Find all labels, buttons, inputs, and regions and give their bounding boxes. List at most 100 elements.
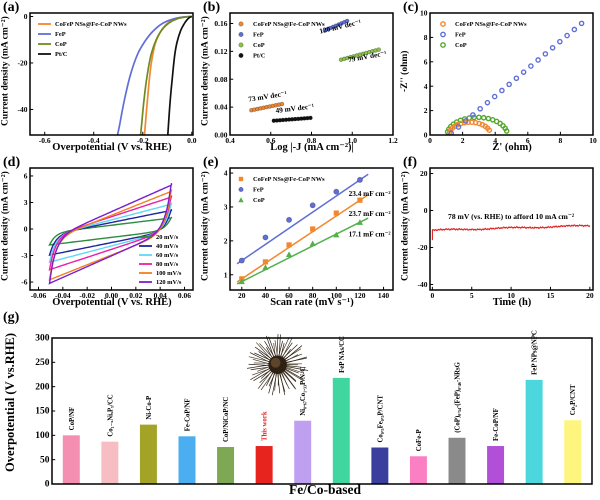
- tick-label: 0: [430, 291, 434, 300]
- bar-7: [294, 420, 312, 484]
- cv-loop-120-mV/s: [48, 182, 173, 285]
- bar-label: Ni-Co-P: [146, 396, 153, 420]
- legend-item-label: Pt/C: [253, 53, 266, 60]
- panel-d: (d) Current density (mA cm⁻²) -0.06 -0.04…: [0, 155, 200, 310]
- axis-frame: [51, 337, 593, 485]
- x-axis-label-g: Fe/Co-based: [289, 482, 361, 497]
- tick-label: 15: [547, 291, 555, 300]
- axis-frame: [229, 12, 394, 136]
- legend-item-label: FeP: [253, 187, 264, 194]
- tick-label: 6: [24, 172, 28, 181]
- panel-g: (g) Overpotential (V vs.RHE) 0 50 100 150 20…: [0, 310, 600, 500]
- bar-14: [564, 420, 582, 484]
- chart-a-polarization-curves: -0.6 -0.4 -0.2 0.0 0 -20 -40 CoFeP NSs@Fe-CoP N…: [18, 12, 197, 145]
- tick-label: 10: [420, 9, 428, 18]
- bar-6: [255, 446, 273, 484]
- cv-loop-40-mV/s: [48, 209, 173, 257]
- annotation-text: 73 mV dec⁻¹: [248, 89, 288, 104]
- tick-label: -3: [21, 251, 27, 260]
- tick-label: -6: [21, 278, 27, 287]
- panel-letter-d: (d): [3, 155, 21, 170]
- legend-item-label: 40 mV/s: [156, 243, 179, 250]
- panel-letter-a: (a): [3, 0, 20, 15]
- tick-label: 0: [424, 206, 428, 215]
- panel-b: (b) Current density (mA cm⁻²) 0.4 0.6 0.8 1…: [200, 0, 400, 155]
- tick-label: -0.4: [88, 136, 100, 145]
- series-pt/c: [166, 15, 193, 135]
- legend-item-label: 120 mV/s: [156, 279, 182, 286]
- tick-label: 20: [586, 291, 594, 300]
- bar-3: [139, 424, 157, 484]
- annotation-text: 17.1 mF cm⁻²: [349, 229, 392, 238]
- tick-label: -20: [18, 59, 28, 68]
- legend-item-label: CoFeP NSs@Fe-CoP NWs: [55, 21, 127, 28]
- stability-curve: [431, 224, 591, 241]
- cv-loop-60-mV/s: [48, 202, 173, 264]
- series-cop: [139, 15, 192, 135]
- tick-label: 20: [238, 291, 246, 300]
- tick-label: 0.4: [225, 136, 235, 145]
- tick-label: 150: [35, 407, 50, 417]
- chart-c-nyquist-plots: 0 2 4 6 8 10 0 2 4 6 8 10 CoFeP NSs@Fe-CoP NWs FeP CoP: [420, 9, 597, 145]
- chart-d-cv-curves: -0.06 -0.04 -0.02 0.00 0.02 0.04 0.06 6 3 0 -3 -6 20…: [21, 167, 194, 300]
- axis-frame: [29, 12, 194, 136]
- tick-label: 80: [309, 291, 317, 300]
- tick-label: 2: [224, 236, 228, 245]
- tick-label: 8: [559, 136, 563, 145]
- tick-label: 0.00: [214, 131, 227, 140]
- x-axis-label-d: Overpotential (V vs. RHE): [52, 297, 172, 308]
- tick-label: -20: [418, 243, 428, 252]
- bar-12: [487, 446, 505, 484]
- tick-label: 1.2: [388, 136, 398, 145]
- tick-label: -0.04: [55, 291, 71, 300]
- tick-label: 100: [35, 431, 50, 441]
- chart-b-tafel-plots: 0.4 0.6 0.8 1.0 1.2 0.00 0.04 0.08 0.12 0.16 CoFeP…: [214, 12, 398, 145]
- bar-label: Co₀.₅Fe₀.₅P/CNT: [377, 395, 384, 443]
- tick-label: 4: [493, 136, 497, 145]
- tick-label: 4: [224, 169, 228, 178]
- legend-item-label: CoP: [253, 197, 265, 204]
- tick-label: 0.04: [154, 291, 167, 300]
- legend-item-label: 20 mV/s: [156, 234, 179, 241]
- tick-label: 0: [24, 225, 28, 234]
- bar-label: Ni₀.₆₇Co₁.₃₃P/N-C: [300, 367, 307, 416]
- chart-f-stability-test: 0 5 10 15 20 20 0 -20 -40 78 mV (vs. RHE) to affo…: [418, 167, 594, 300]
- bar-label: CoP/NF: [69, 407, 76, 430]
- annotation-text: 78 mV (vs. RHE) to afford 10 mA cm⁻²: [448, 212, 575, 221]
- tick-label: 0.00: [105, 291, 118, 300]
- tick-label: 100: [331, 291, 343, 300]
- tick-label: 20: [420, 169, 428, 178]
- bar-label: FeP NAs/CC: [339, 336, 346, 373]
- bar-5: [217, 447, 235, 484]
- bar-9: [371, 447, 389, 484]
- panel-f: (f) Current density (mA cm⁻²) 0 5 10 15 20 20…: [400, 155, 600, 310]
- chart-e-cdl-fitting: 20 40 60 80 100 120 140 1 2 3 4 CoFeP NSs@Fe-CoP NW…: [224, 167, 394, 300]
- tick-label: 300: [35, 334, 50, 344]
- axis-frame: [29, 167, 194, 291]
- tick-label: 0.0: [187, 136, 197, 145]
- tick-label: 0.12: [214, 47, 227, 56]
- panel-letter-e: (e): [203, 155, 219, 170]
- tick-label: 120: [354, 291, 366, 300]
- cv-loop-100-mV/s: [48, 189, 173, 281]
- sea-urchin-catalyst-inset-image: [247, 334, 309, 396]
- tick-label: -0.6: [39, 136, 51, 145]
- bar-label: Co₂P/CNT: [570, 384, 577, 415]
- tick-label: -40: [418, 280, 428, 289]
- tick-label: 50: [40, 455, 50, 465]
- tick-label: 10: [589, 136, 597, 145]
- legend-item-label: CoFeP NSs@Fe-CoP NWs: [253, 21, 325, 28]
- bar-10: [409, 456, 427, 484]
- tick-label: 40: [262, 291, 270, 300]
- bar-13: [525, 379, 543, 484]
- legend-item-label: FeP: [55, 31, 66, 38]
- x-axis-label-e: Scan rate (mV s⁻¹): [270, 297, 354, 308]
- legend-item-label: CoFeP NSs@Fe-CoP NWs: [455, 21, 527, 28]
- axis-frame: [229, 167, 394, 291]
- panel-e: (e) Current density (mA cm⁻²) 20 40 60 80 10…: [200, 155, 400, 310]
- tick-label: 0: [24, 12, 28, 21]
- tick-label: -40: [18, 105, 28, 114]
- legend-item-label: FeP: [253, 32, 264, 39]
- bar-label: Fe-CoP/NF: [493, 408, 500, 441]
